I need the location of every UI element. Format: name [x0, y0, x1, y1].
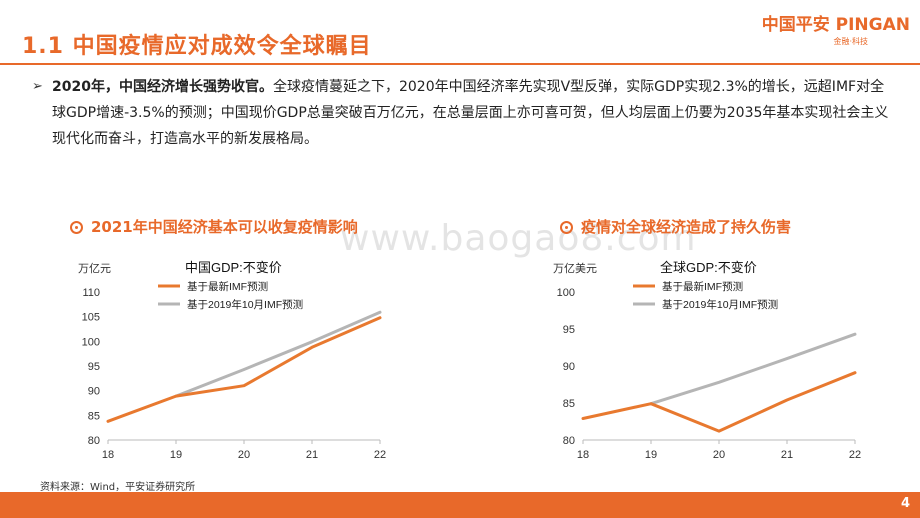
y-tick-label: 90: [563, 361, 575, 373]
y-tick-label: 105: [82, 312, 100, 324]
y-tick-label: 100: [82, 336, 100, 348]
bullet-body-text: 全球疫情蔓延之下，2020年中国经济率先实现V型反弹，实际GDP实现2.3%的增…: [52, 79, 889, 147]
x-tick-label: 21: [781, 449, 793, 461]
series-line-2019: [649, 332, 857, 406]
series-line-latest: [581, 371, 857, 433]
x-tick-label: 20: [713, 449, 725, 461]
left-chart-heading: 2021年中国经济基本可以收复疫情影响: [70, 216, 358, 237]
page-number: 4: [900, 496, 910, 511]
chart-title: 中国GDP:不变价: [185, 260, 282, 275]
arrow-bullet-icon: ➢: [32, 79, 43, 94]
target-icon: [560, 221, 573, 234]
y-tick-label: 80: [88, 435, 100, 447]
legend-label: 基于2019年10月IMF预测: [662, 298, 778, 311]
legend-label: 基于最新IMF预测: [662, 280, 743, 293]
x-tick-label: 18: [102, 449, 114, 461]
x-tick-label: 22: [374, 449, 386, 461]
y-axis-unit: 万亿美元: [553, 262, 597, 275]
chart-title: 全球GDP:不变价: [660, 260, 757, 275]
y-tick-label: 90: [88, 386, 100, 398]
summary-bullet: ➢ 2020年，中国经济增长强势收官。全球疫情蔓延之下，2020年中国经济率先实…: [32, 74, 897, 152]
x-tick-label: 18: [577, 449, 589, 461]
y-axis-unit: 万亿元: [78, 262, 111, 275]
y-tick-label: 85: [88, 410, 100, 422]
header-divider: [0, 63, 920, 65]
right-chart-heading: 疫情对全球经济造成了持久伤害: [560, 216, 791, 237]
x-tick-label: 22: [849, 449, 861, 461]
footer-bar: [0, 492, 920, 518]
legend-label: 基于最新IMF预测: [187, 280, 268, 293]
x-tick-label: 19: [170, 449, 182, 461]
target-icon: [70, 221, 83, 234]
y-tick-label: 95: [563, 324, 575, 336]
y-tick-label: 80: [563, 435, 575, 447]
logo-tagline: 金融·科技: [833, 37, 868, 46]
series-line-latest: [106, 316, 382, 423]
y-tick-label: 110: [82, 287, 100, 299]
y-tick-label: 100: [557, 287, 575, 299]
right-chart-heading-text: 疫情对全球经济造成了持久伤害: [581, 218, 792, 236]
y-tick-label: 95: [88, 361, 100, 373]
logo-text: 中国平安 PINGAN: [761, 15, 910, 35]
bullet-lead-text: 2020年，中国经济增长强势收官。: [52, 79, 273, 95]
legend-label: 基于2019年10月IMF预测: [187, 298, 303, 311]
page-title: 1.1 中国疫情应对成效令全球瞩目: [22, 34, 372, 59]
series-line-2019: [174, 310, 382, 398]
left-chart-heading-text: 2021年中国经济基本可以收复疫情影响: [91, 218, 358, 236]
watermark: www.baogao8.com: [340, 218, 697, 259]
x-tick-label: 19: [645, 449, 657, 461]
y-tick-label: 85: [563, 398, 575, 410]
company-logo: 中国平安 PINGAN 金融·科技: [762, 10, 910, 47]
x-tick-label: 21: [306, 449, 318, 461]
source-note: 资料来源：Wind，平安证券研究所: [40, 482, 196, 493]
x-tick-label: 20: [238, 449, 250, 461]
